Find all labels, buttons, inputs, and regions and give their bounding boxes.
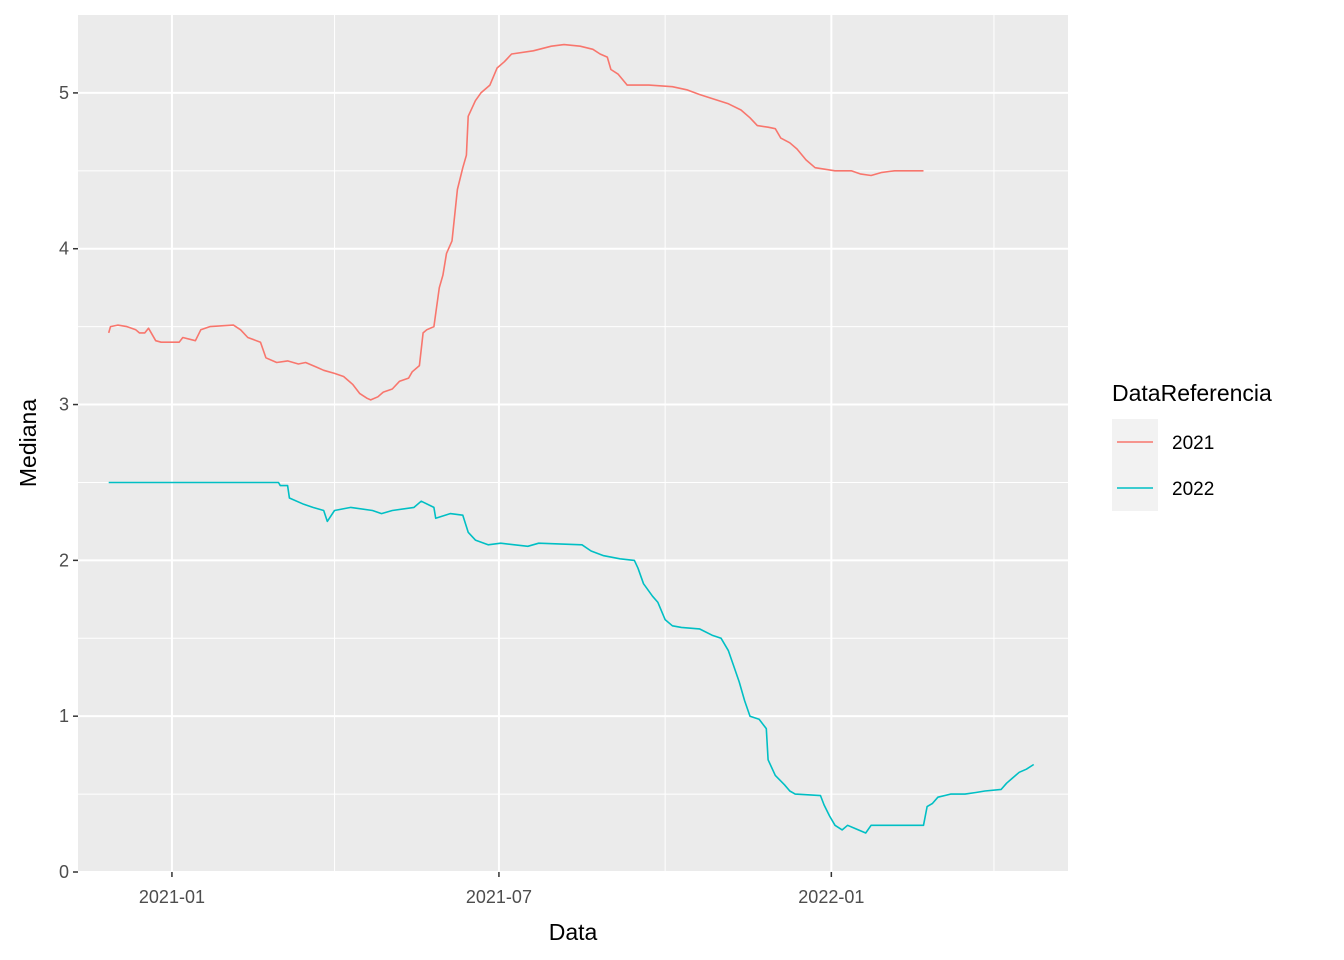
series-layer xyxy=(107,43,1035,834)
legend-label-2022: 2022 xyxy=(1172,479,1214,500)
legend: DataReferencia 2021 2022 xyxy=(1112,380,1272,511)
x-tick-label: 2021-07 xyxy=(466,887,532,907)
y-tick-label: 5 xyxy=(59,83,69,103)
series-line-2022 xyxy=(108,481,1035,834)
y-tick-label: 4 xyxy=(59,239,69,259)
grid-major xyxy=(78,15,1068,873)
x-tick-label: 2022-01 xyxy=(798,887,864,907)
legend-title: DataReferencia xyxy=(1112,380,1272,406)
legend-label-2021: 2021 xyxy=(1172,433,1214,454)
x-axis-title: Data xyxy=(549,919,598,945)
plot-panel xyxy=(78,15,1068,872)
y-tick-label: 3 xyxy=(59,395,69,415)
y-axis: 0 1 2 3 4 5 xyxy=(59,83,78,882)
x-axis: 2021-01 2021-07 2022-01 xyxy=(139,872,864,907)
y-tick-label: 0 xyxy=(59,862,69,882)
y-axis-title: Mediana xyxy=(15,399,41,487)
y-tick-label: 1 xyxy=(59,706,69,726)
y-tick-label: 2 xyxy=(59,550,69,570)
series-line-2021 xyxy=(107,43,924,401)
x-tick-label: 2021-01 xyxy=(139,887,205,907)
